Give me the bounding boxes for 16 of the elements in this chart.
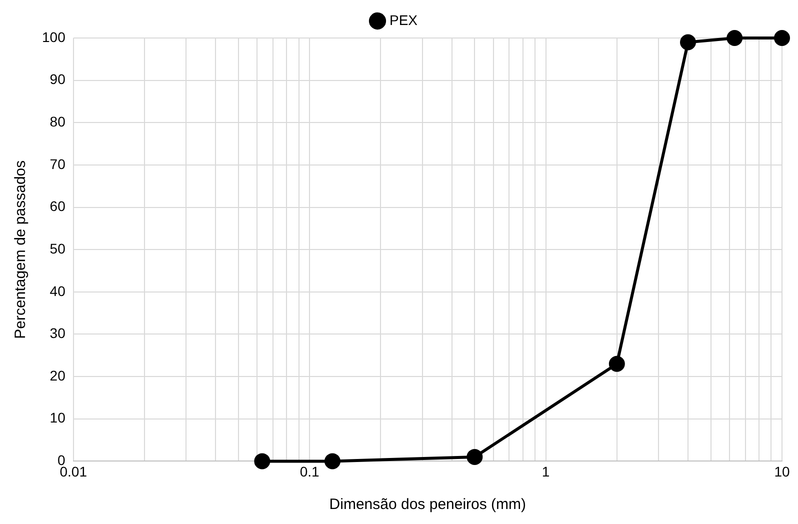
y-tick-label: 50 [50, 240, 66, 256]
y-tick-label: 30 [50, 325, 66, 342]
x-tick-label: 10 [774, 463, 790, 480]
x-tick-label: 1 [542, 463, 550, 480]
y-tick-label: 80 [50, 114, 66, 130]
y-tick-label: 70 [50, 156, 66, 172]
y-axis-title: Percentagem de passados [12, 160, 30, 339]
y-tick-label: 20 [50, 367, 66, 384]
legend-label: PEX [389, 12, 418, 28]
y-tick-label: 10 [50, 410, 66, 426]
y-tick-label: 100 [42, 28, 66, 45]
y-tick-label: 90 [50, 71, 66, 88]
x-tick-label: 0.1 [300, 463, 320, 480]
y-tick-label: 60 [50, 198, 66, 214]
y-tick-label: 40 [50, 282, 66, 299]
x-axis-title: Dimensão dos peneiros (mm) [329, 496, 526, 514]
